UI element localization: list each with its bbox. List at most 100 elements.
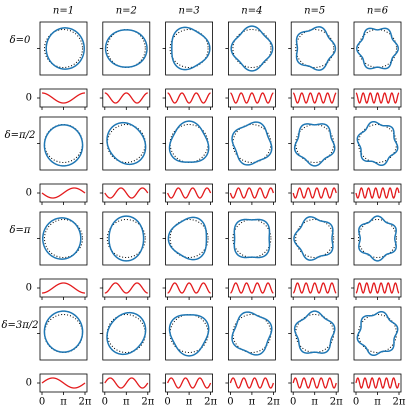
wave-curve: [355, 187, 400, 199]
wave-curve: [355, 92, 400, 104]
wave-curve: [355, 377, 400, 389]
shape-curve: [231, 311, 273, 356]
reference-circle: [358, 314, 397, 353]
reference-circle: [106, 219, 146, 258]
shape-curve: [293, 216, 334, 261]
column-title: n=4: [241, 6, 262, 17]
shape-panel: [290, 21, 339, 76]
reference-circle: [358, 219, 397, 258]
shape-panel: [290, 211, 339, 266]
wave-y-tick-label: 0: [26, 93, 32, 104]
x-tick-label: 0: [353, 397, 359, 408]
x-tick-label: π: [123, 397, 130, 408]
wave-curve: [104, 92, 148, 104]
wave-curve: [292, 282, 337, 294]
shape-curve: [106, 311, 147, 356]
shape-panel: [165, 211, 214, 266]
wave-curve: [104, 377, 149, 389]
wave-curve: [104, 282, 148, 294]
shape-panel: [39, 211, 88, 266]
wave-curve: [167, 282, 211, 294]
row-label: δ=π/2: [5, 130, 36, 141]
wave-curve: [292, 377, 337, 389]
x-tick-label: 0: [39, 397, 45, 408]
wave-curve: [229, 187, 275, 199]
wave-curve: [104, 187, 149, 199]
reference-circle: [44, 29, 83, 68]
x-tick-label: π: [186, 397, 193, 408]
reference-circle: [232, 219, 272, 258]
shape-panel: [227, 306, 276, 361]
wave-panel: [39, 278, 88, 298]
shape-curve: [356, 310, 399, 357]
shape-curve: [168, 120, 210, 163]
wave-panel: [227, 88, 276, 108]
column-title: n=2: [116, 6, 137, 17]
shape-curve: [231, 121, 273, 166]
shape-curve: [42, 217, 82, 260]
x-tick-label: 0: [102, 397, 108, 408]
wave-curve: [167, 92, 211, 104]
shape-curve: [43, 310, 84, 353]
wave-curve: [167, 187, 212, 199]
reference-circle: [106, 29, 146, 68]
x-tick-label: π: [249, 397, 256, 408]
shape-curve: [108, 215, 145, 262]
shape-curve: [356, 27, 399, 70]
wave-curve: [167, 377, 212, 389]
shape-panel: [39, 21, 88, 76]
wave-panel: [227, 278, 276, 298]
x-tick-label: 2π: [330, 397, 343, 408]
wave-curve: [292, 92, 337, 104]
x-tick-label: 2π: [267, 397, 280, 408]
shape-curve: [45, 27, 85, 70]
shape-panel: [227, 116, 276, 171]
reference-circle: [106, 124, 146, 163]
shape-curve: [293, 310, 336, 354]
wave-panel: [290, 88, 339, 108]
shape-curve: [106, 121, 147, 166]
wave-y-tick-label: 0: [26, 283, 32, 294]
shape-curve: [43, 124, 84, 167]
row-label: δ=3π/2: [1, 320, 38, 331]
reference-circle: [295, 29, 335, 68]
wave-curve: [230, 282, 274, 294]
x-tick-label: 0: [164, 397, 170, 408]
x-tick-label: 0: [227, 397, 233, 408]
shape-panel: [353, 116, 402, 171]
shape-curve: [167, 216, 208, 261]
wave-curve: [230, 92, 274, 104]
reference-circle: [169, 29, 209, 68]
wave-curve: [42, 282, 85, 294]
wave-y-tick-label: 0: [26, 188, 32, 199]
shape-curve: [168, 314, 210, 357]
column-title: n=5: [304, 6, 325, 17]
x-tick-label: 2π: [204, 397, 217, 408]
reference-circle: [106, 314, 146, 353]
x-tick-label: 0: [290, 397, 296, 408]
reference-circle: [358, 124, 397, 163]
shape-curve: [295, 26, 337, 71]
row-label: δ=π: [10, 225, 31, 236]
shape-curve: [358, 215, 397, 262]
reference-circle: [169, 219, 209, 258]
shape-panel: [102, 306, 151, 361]
reference-circle: [44, 219, 83, 258]
wave-panel: [39, 88, 88, 108]
reference-circle: [295, 219, 335, 258]
shape-panel: [353, 306, 402, 361]
shape-panel: [102, 211, 151, 266]
x-tick-label: 2π: [141, 397, 154, 408]
shape-curve: [104, 29, 148, 68]
row-label: δ=0: [10, 35, 31, 46]
shape-curve: [230, 25, 274, 72]
reference-circle: [358, 29, 397, 68]
shape-panel: [227, 21, 276, 76]
wave-panel: [290, 278, 339, 298]
wave-panel: [165, 88, 214, 108]
shape-panel: [102, 116, 151, 171]
wave-curve: [355, 282, 400, 294]
wave-curve: [42, 92, 85, 104]
shape-panel: [165, 21, 214, 76]
